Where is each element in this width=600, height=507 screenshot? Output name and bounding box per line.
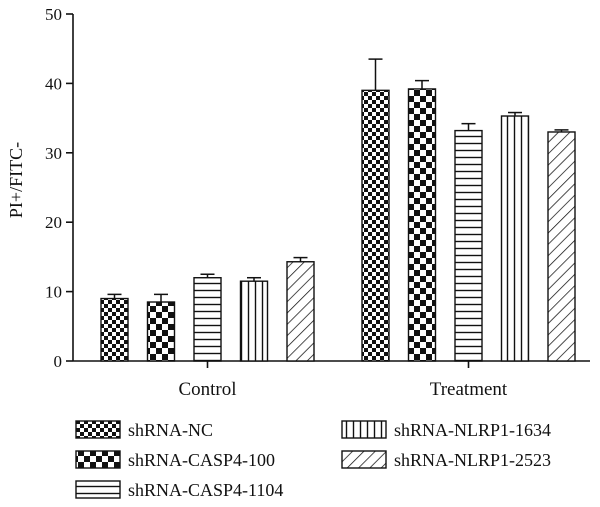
- x-axis: Control Treatment: [73, 360, 590, 400]
- legend-swatch-0: [75, 420, 121, 439]
- bar-treatment-0: [361, 89, 390, 362]
- bar-control-4: [286, 261, 315, 362]
- bar-treatment-4: [547, 131, 576, 362]
- y-axis-title: PI+/FITC-: [6, 142, 26, 218]
- bar-control-1: [146, 301, 176, 362]
- y-tick-label-0: 0: [54, 352, 63, 371]
- y-tick-label-5: 50: [45, 5, 62, 24]
- legend-label-2: shRNA-CASP4-1104: [128, 480, 283, 500]
- bar-control-2: [193, 277, 222, 362]
- y-axis: 0 10 20 30 40 50: [45, 5, 74, 371]
- legend-swatch-1: [75, 450, 121, 469]
- legend-label-1: shRNA-CASP4-100: [128, 450, 275, 470]
- y-tick-label-3: 30: [45, 144, 62, 163]
- y-tick-label-4: 40: [45, 74, 62, 93]
- y-tick-label-2: 20: [45, 213, 62, 232]
- legend-label-0: shRNA-NC: [128, 420, 213, 440]
- bar-treatment-3: [500, 115, 530, 362]
- bars-group: [100, 58, 576, 362]
- bar-treatment-1: [407, 88, 437, 362]
- x-tick-label-0: Control: [178, 379, 236, 400]
- bar-control-3: [239, 280, 269, 362]
- legend-label-3: shRNA-NLRP1-1634: [394, 420, 551, 440]
- x-tick-label-1: Treatment: [430, 379, 508, 400]
- bar-control-0: [100, 297, 129, 362]
- legend: shRNA-NC shRNA-CASP4-100 shRNA-CASP4-1104 s…: [75, 420, 551, 500]
- legend-swatch-4: [341, 450, 387, 469]
- legend-label-4: shRNA-NLRP1-2523: [394, 450, 551, 470]
- legend-swatch-2: [75, 480, 121, 499]
- y-tick-label-1: 10: [45, 283, 62, 302]
- legend-swatch-3: [341, 420, 387, 439]
- bar-treatment-2: [454, 129, 483, 362]
